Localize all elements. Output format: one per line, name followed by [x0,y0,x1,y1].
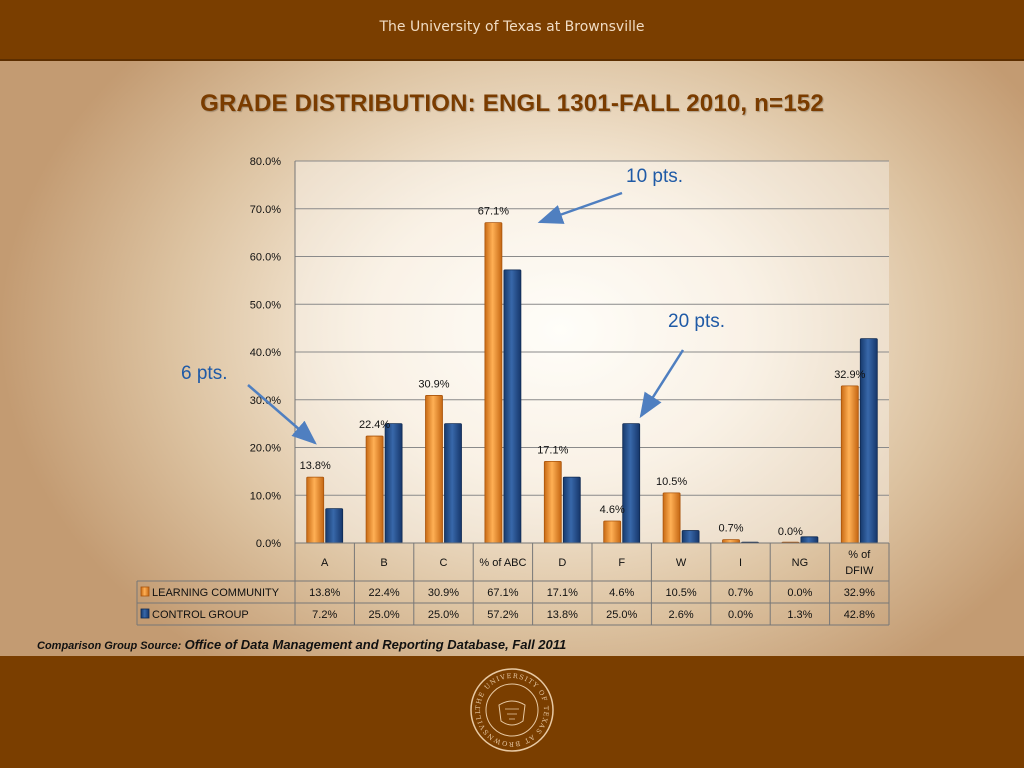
bar-learning-community [365,435,384,544]
category-label: D [558,557,566,569]
data-label: 67.1% [478,206,509,218]
page-title: GRADE DISTRIBUTION: ENGL 1301-FALL 2010,… [200,90,824,117]
bar-learning-community [840,385,859,544]
y-tick-label: 80.0% [250,156,281,168]
table-cell: 4.6% [609,587,634,599]
source-note: Comparison Group Source: Office of Data … [37,637,566,652]
data-label: 0.7% [718,523,743,535]
bar-learning-community [425,395,443,544]
y-tick-label: 0.0% [256,538,281,550]
bar-control-group [325,508,344,544]
data-label: 32.9% [834,369,865,381]
bar-control-group [681,530,700,544]
table-cell: 0.0% [728,609,753,621]
table-cell: 1.3% [787,609,812,621]
table-cell: 25.0% [428,609,459,621]
table-cell: 2.6% [669,609,694,621]
table-cell: 13.8% [547,609,578,621]
table-cell: 13.8% [309,587,340,599]
data-label: 22.4% [359,419,390,431]
annotation-20-pts: 20 pts. [668,311,725,332]
table-cell: 25.0% [606,609,637,621]
y-tick-label: 60.0% [250,252,281,264]
annotation-arrow [537,191,623,224]
category-label: I [739,557,742,569]
bar-control-group [562,476,581,544]
bar-control-group [384,423,403,544]
category-label: % of ABC [479,557,526,569]
y-tick-label: 10.0% [250,490,281,502]
category-label: B [380,557,387,569]
source-label: Comparison Group Source: [37,640,182,652]
category-label: DFIW [845,565,874,577]
annotation-10-pts: 10 pts. [626,166,683,187]
legend-label: LEARNING COMMUNITY [152,587,280,599]
category-label: W [676,557,687,569]
data-label: 10.5% [656,476,687,488]
legend-key [140,608,150,619]
category-label: F [618,557,625,569]
bar-learning-community [484,222,503,544]
header-banner: The University of Texas at Brownsville [0,0,1024,61]
legend-label: CONTROL GROUP [152,609,249,621]
annotation-6-pts: 6 pts. [181,363,227,384]
data-label: 4.6% [600,504,625,516]
y-tick-label: 20.0% [250,443,281,455]
table-cell: 22.4% [368,587,399,599]
legend-key [140,586,150,597]
y-tick-label: 40.0% [250,347,281,359]
table-cell: 0.7% [728,587,753,599]
annotation-arrow [247,384,317,445]
category-label: C [440,557,448,569]
category-label: A [321,557,329,569]
y-tick-label: 70.0% [250,204,281,216]
bar-control-group [503,269,522,544]
bar-learning-community [662,492,681,544]
data-label: 0.0% [778,526,803,538]
table-cell: 32.9% [844,587,875,599]
grade-distribution-chart: 0.0%10.0%20.0%30.0%40.0%50.0%60.0%70.0%8… [136,156,890,626]
category-label: NG [792,557,809,569]
table-cell: 17.1% [547,587,578,599]
y-tick-label: 50.0% [250,299,281,311]
bar-learning-community [722,539,740,544]
annotation-arrow [639,349,685,419]
footer-banner [0,656,1024,768]
bar-learning-community [603,520,622,544]
table-cell: 57.2% [487,609,518,621]
bar-control-group [444,423,462,544]
table-cell: 10.5% [665,587,696,599]
data-label: 13.8% [300,460,331,472]
bar-control-group [622,423,641,544]
table-cell: 0.0% [787,587,812,599]
table-cell: 25.0% [368,609,399,621]
table-cell: 67.1% [487,587,518,599]
source-value: Office of Data Management and Reporting … [184,637,567,652]
data-label: 17.1% [537,444,568,456]
bar-learning-community [306,476,325,544]
bar-control-group [800,536,819,544]
table-cell: 42.8% [844,609,875,621]
bar-learning-community [543,460,562,544]
university-seal-icon: THE UNIVERSITY OF TEXAS AT BROWNSVILLE [469,667,554,752]
data-label: 30.9% [418,378,449,390]
category-label: % of [848,549,871,561]
university-name: The University of Texas at Brownsville [379,19,645,35]
table-cell: 30.9% [428,587,459,599]
table-cell: 7.2% [312,609,337,621]
